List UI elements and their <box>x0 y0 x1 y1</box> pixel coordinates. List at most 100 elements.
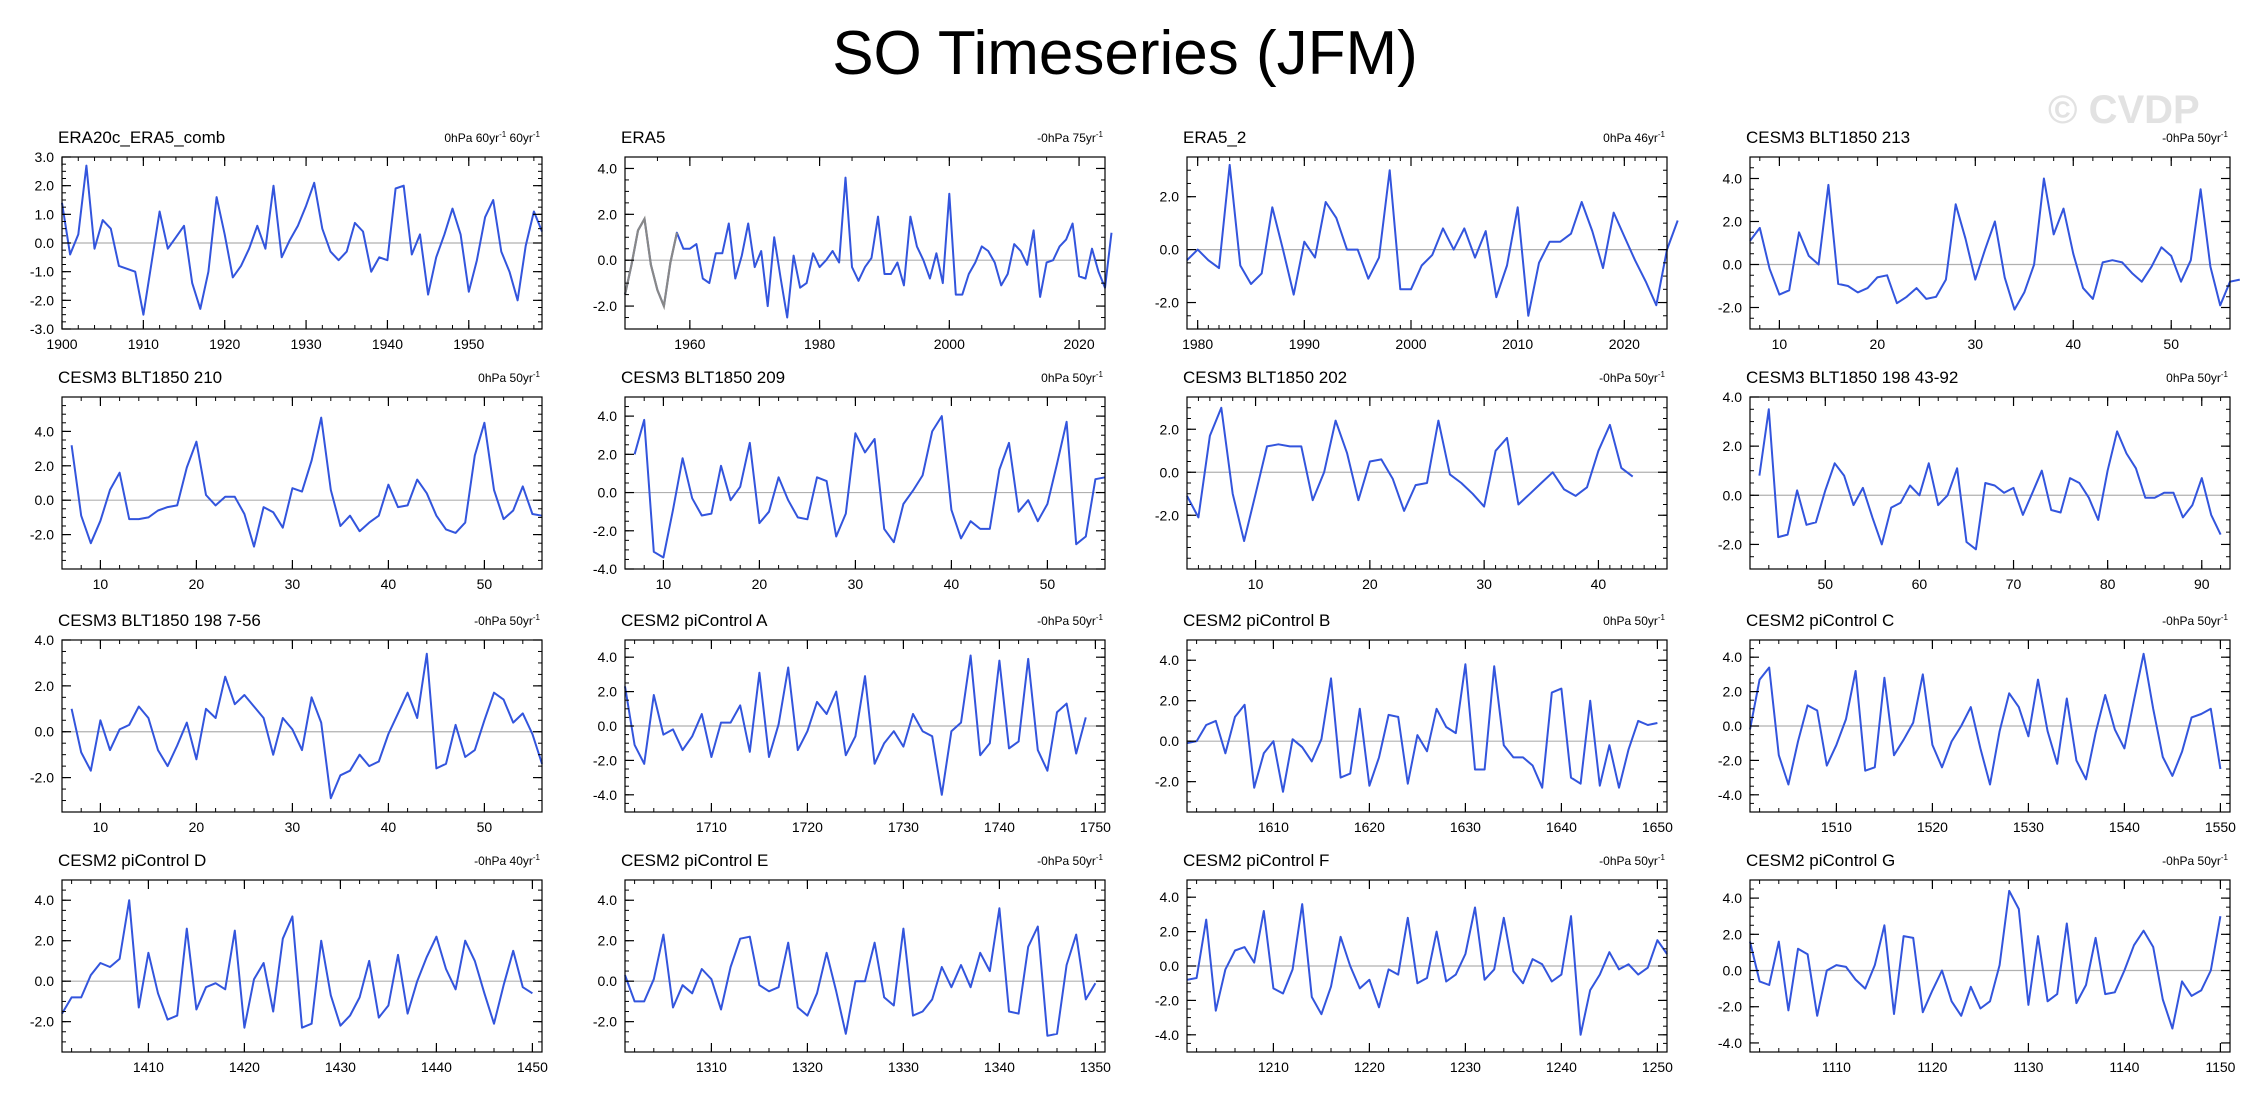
x-tick-label: 1720 <box>792 819 823 835</box>
x-tick-label: 1110 <box>1822 1059 1851 1075</box>
panel-title: CESM2 piControl D <box>58 851 206 870</box>
y-tick-label: 2.0 <box>35 933 55 949</box>
series-line <box>1186 903 1668 1036</box>
y-tick-label: 2.0 <box>598 446 618 462</box>
trend-text: -0hPa 50yr <box>2162 854 2221 868</box>
y-tick-label: 1.0 <box>35 206 55 222</box>
y-tick-label: 0.0 <box>1160 242 1180 258</box>
x-tick-label: 1430 <box>325 1059 356 1075</box>
chart-panel: CESM2 piControl A -0hPa 50yr-1 1710 1720 173… <box>593 611 1111 835</box>
y-tick-label: 0.0 <box>1160 733 1180 749</box>
x-tick-label: 1630 <box>1450 819 1481 835</box>
x-tick-label: 90 <box>2194 576 2210 592</box>
x-tick-label: 1410 <box>133 1059 164 1075</box>
x-tick-label: 40 <box>944 576 960 592</box>
x-tick-label: 80 <box>2100 576 2116 592</box>
x-tick-label: 1150 <box>2205 1059 2235 1075</box>
x-tick-label: 70 <box>2006 576 2022 592</box>
x-tick-label: 30 <box>848 576 864 592</box>
y-tick-label: -2.0 <box>30 1014 54 1030</box>
trend-text: -0hPa 50yr <box>1037 614 1096 628</box>
y-tick-label: 2.0 <box>35 178 55 194</box>
y-tick-label: -4.0 <box>593 561 617 577</box>
series-line <box>1758 408 2222 551</box>
series-line <box>1186 663 1658 793</box>
x-tick-label: 50 <box>1040 576 1056 592</box>
panel-title: ERA20c_ERA5_comb <box>58 128 225 147</box>
trend-sup: -1 <box>533 130 541 139</box>
x-tick-label: 1540 <box>2109 819 2140 835</box>
trend-sup: -1 <box>533 613 541 622</box>
chart-panel: CESM2 piControl E -0hPa 50yr-1 1310 1320 133… <box>593 851 1111 1075</box>
y-tick-label: -3.0 <box>30 321 54 337</box>
x-tick-label: 1980 <box>804 336 835 352</box>
x-tick-label: 1120 <box>1917 1059 1947 1075</box>
x-tick-label: 1140 <box>2109 1059 2139 1075</box>
trend-sup: -1 <box>499 130 507 139</box>
trend-text: 0hPa 60yr <box>444 131 499 145</box>
x-tick-label: 2000 <box>934 336 965 352</box>
x-tick-label: 20 <box>1870 336 1886 352</box>
y-tick-label: -1.0 <box>30 264 54 280</box>
x-tick-label: 1220 <box>1354 1059 1385 1075</box>
y-tick-label: 2.0 <box>598 684 618 700</box>
series-line <box>61 899 533 1029</box>
panel-title: ERA5 <box>621 128 665 147</box>
x-tick-label: 1730 <box>888 819 919 835</box>
x-tick-label: 1990 <box>1289 336 1320 352</box>
y-tick-label: 4.0 <box>35 892 55 908</box>
trend-label: 0hPa 60yr-1 60yr-1 <box>444 130 540 145</box>
trend-sup: -1 <box>533 853 541 862</box>
y-tick-label: 2.0 <box>1723 926 1743 942</box>
x-tick-label: 1740 <box>984 819 1015 835</box>
trend-sup: -1 <box>1096 370 1104 379</box>
plot-frame <box>624 879 1106 1053</box>
y-tick-label: 4.0 <box>1723 649 1743 665</box>
x-tick-label: 20 <box>189 819 205 835</box>
y-tick-label: 2.0 <box>35 458 55 474</box>
x-tick-label: 1250 <box>1642 1059 1673 1075</box>
trend-text: -0hPa 75yr <box>1037 131 1096 145</box>
x-tick-label: 40 <box>381 819 397 835</box>
x-tick-label: 1710 <box>696 819 727 835</box>
x-tick-label: 1750 <box>1080 819 1111 835</box>
y-tick-label: 0.0 <box>598 485 618 501</box>
trend-label: -0hPa 50yr-1 <box>2162 613 2228 628</box>
panel-title: ERA5_2 <box>1183 128 1246 147</box>
trend-text: 0hPa 50yr <box>478 371 533 385</box>
x-tick-label: 1230 <box>1450 1059 1481 1075</box>
trend-text: -0hPa 50yr <box>2162 614 2221 628</box>
y-tick-label: 0.0 <box>1723 963 1743 979</box>
x-tick-label: 1510 <box>1821 819 1852 835</box>
trend-label: 0hPa 46yr-1 <box>1603 130 1665 145</box>
y-tick-label: 2.0 <box>1723 684 1743 700</box>
y-tick-label: -2.0 <box>1718 300 1742 316</box>
chart-panel: CESM3 BLT1850 202 -0hPa 50yr-1 10 20 30 40 -2.… <box>1155 368 1668 592</box>
chart-panel: CESM2 piControl B 0hPa 50yr-1 1610 1620 1630… <box>1155 611 1673 835</box>
trend-sup: -1 <box>1658 613 1666 622</box>
x-tick-label: 1350 <box>1080 1059 1111 1075</box>
y-tick-label: 4.0 <box>1723 389 1743 405</box>
trend-label: 0hPa 50yr-1 <box>1603 613 1665 628</box>
y-tick-label: 4.0 <box>598 649 618 665</box>
panel-title: CESM2 piControl E <box>621 851 768 870</box>
x-tick-label: 2020 <box>1609 336 1640 352</box>
series-line <box>624 176 1113 319</box>
trend-text: -0hPa 50yr <box>1037 854 1096 868</box>
plot-frame <box>61 639 543 813</box>
y-tick-label: 4.0 <box>598 408 618 424</box>
y-tick-label: -2.0 <box>593 298 617 314</box>
y-tick-label: 2.0 <box>35 678 55 694</box>
x-tick-label: 1450 <box>517 1059 548 1075</box>
x-tick-label: 1900 <box>46 336 77 352</box>
panel-title: CESM3 BLT1850 198 7-56 <box>58 611 261 630</box>
plot-frame <box>1749 879 2231 1053</box>
y-tick-label: -2.0 <box>593 523 617 539</box>
trend-label: 0hPa 50yr-1 <box>1041 370 1103 385</box>
y-tick-label: 2.0 <box>1160 693 1180 709</box>
x-tick-label: 1950 <box>453 336 484 352</box>
chart-panel: CESM2 piControl D -0hPa 40yr-1 1410 1420 143… <box>30 851 548 1075</box>
chart-panel: ERA20c_ERA5_comb 0hPa 60yr-1 60yr-1 1900 19… <box>30 128 543 352</box>
trend-label: -0hPa 50yr-1 <box>1037 853 1103 868</box>
trend-text: 0hPa 46yr <box>1603 131 1658 145</box>
